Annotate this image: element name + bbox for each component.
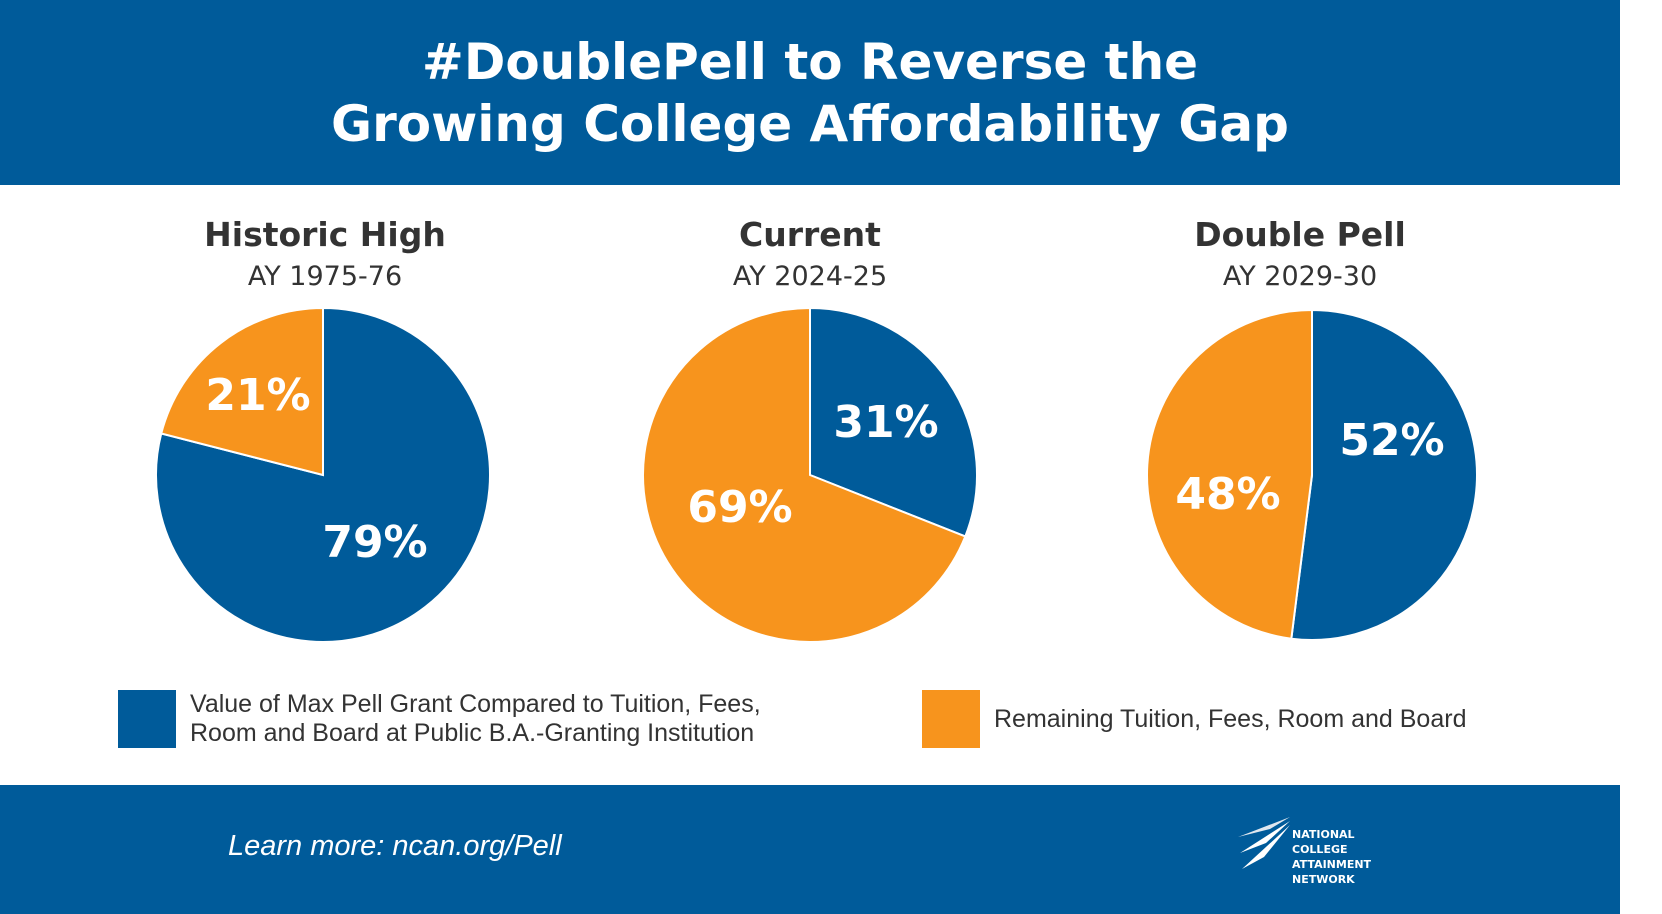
pie-slice-pell (1290, 308, 1478, 641)
chart-subtitle: AY 1975-76 (247, 261, 403, 292)
chart-title: Historic High (204, 215, 446, 254)
pie-slice-remaining (160, 306, 324, 477)
pie-svg: 79% 21% (155, 306, 491, 643)
legend: Value of Max Pell Grant Compared to Tuit… (0, 690, 1620, 760)
pie-chart-current: Current AY 2024-25 31% 69% (600, 185, 1020, 655)
pie-label-pell: 79% (322, 517, 427, 568)
right-margin (1620, 0, 1662, 914)
pie-svg: 52% 48% (1146, 308, 1478, 641)
ncan-logo: NATIONAL COLLEGE ATTAINMENT NETWORK (1236, 813, 1396, 893)
chart-subtitle: AY 2024-25 (732, 261, 888, 292)
pie-slice-pell (155, 306, 491, 643)
header-banner: #DoublePell to Reverse the Growing Colle… (0, 0, 1620, 185)
learn-more-link[interactable]: Learn more: ncan.org/Pell (228, 830, 562, 862)
pie-chart-double-pell: Double Pell AY 2029-30 52% 48% (1090, 185, 1510, 655)
chart-title: Double Pell (1194, 215, 1406, 254)
pie-label-remaining: 69% (687, 482, 792, 533)
chart-title: Current (739, 215, 881, 254)
pie-chart-historic-high: Historic High AY 1975-76 79% 21% (115, 185, 535, 655)
legend-label-pell: Value of Max Pell Grant Compared to Tuit… (190, 690, 761, 747)
chart-subtitle: AY 2029-30 (1222, 261, 1378, 292)
pie-charts-area: Historic High AY 1975-76 79% 21% Current … (0, 185, 1620, 655)
legend-label-remaining: Remaining Tuition, Fees, Room and Board (994, 704, 1467, 733)
ncan-logo-icon (1238, 817, 1290, 869)
legend-swatch-remaining (922, 690, 980, 748)
legend-item-remaining: Remaining Tuition, Fees, Room and Board (922, 690, 1466, 748)
pie-slice-pell (809, 306, 978, 538)
pie-label-remaining: 21% (205, 370, 310, 421)
ncan-logo-text: NATIONAL COLLEGE ATTAINMENT NETWORK (1292, 828, 1372, 886)
footer-banner: Learn more: ncan.org/Pell NATIONAL COLLE… (0, 785, 1620, 914)
page-title-line-2: Growing College Affordability Gap (331, 94, 1289, 153)
pie-label-pell: 31% (833, 397, 938, 448)
pie-label-pell: 52% (1339, 415, 1444, 466)
pie-slice-remaining (642, 306, 967, 643)
pie-svg: 31% 69% (642, 306, 978, 643)
legend-item-pell: Value of Max Pell Grant Compared to Tuit… (118, 690, 761, 748)
page-title-line-1: #DoublePell to Reverse the (421, 32, 1199, 91)
legend-swatch-pell (118, 690, 176, 748)
pie-label-remaining: 48% (1175, 469, 1280, 520)
pie-slice-remaining (1146, 308, 1313, 640)
